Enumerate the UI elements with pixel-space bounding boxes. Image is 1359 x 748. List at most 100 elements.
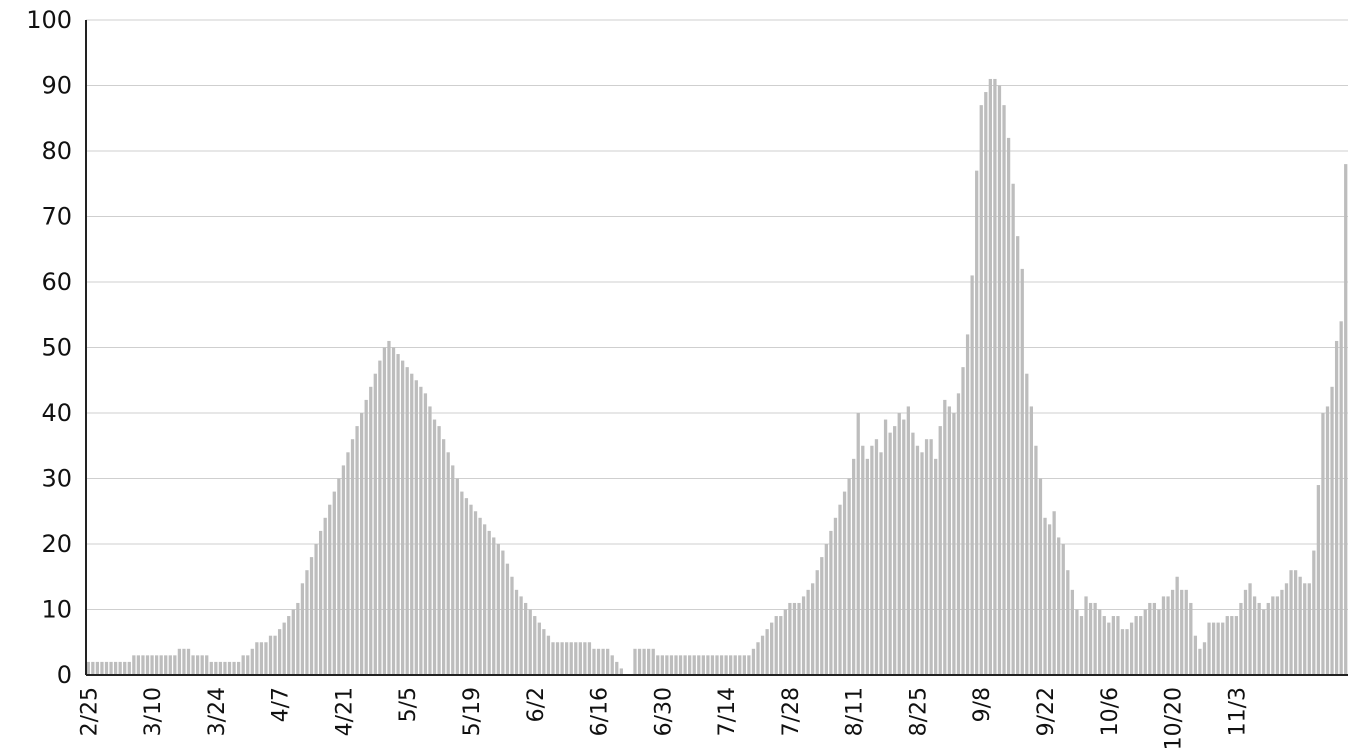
bar <box>719 655 724 675</box>
bar <box>364 399 368 675</box>
bar <box>565 642 569 675</box>
bar <box>460 491 464 675</box>
bar <box>378 360 382 675</box>
bar <box>328 504 332 675</box>
y-tick-label: 70 <box>41 203 72 231</box>
bar <box>496 544 500 675</box>
bar <box>1088 602 1093 675</box>
bar <box>487 530 491 675</box>
bar <box>246 655 250 675</box>
bar <box>560 642 564 675</box>
bar <box>729 655 733 675</box>
bar <box>442 439 446 675</box>
bar <box>724 655 728 675</box>
bar <box>296 602 300 675</box>
bar <box>241 655 245 675</box>
bar <box>510 576 514 675</box>
bar <box>1239 602 1243 675</box>
bar <box>423 393 428 675</box>
bar <box>893 426 897 675</box>
bar <box>678 655 683 675</box>
bar <box>692 655 696 675</box>
bar <box>1025 373 1029 675</box>
bar <box>360 413 364 675</box>
bar <box>956 393 961 675</box>
y-tick-label: 40 <box>41 399 72 427</box>
bar <box>277 629 282 675</box>
bar <box>1257 602 1261 675</box>
bar <box>1280 589 1284 675</box>
bar <box>164 655 168 675</box>
bar <box>337 478 341 675</box>
bar <box>428 406 432 675</box>
bar <box>268 635 273 675</box>
bar <box>1216 622 1220 675</box>
bar <box>123 661 127 675</box>
bar <box>524 602 528 675</box>
bar <box>150 655 154 675</box>
bar <box>309 557 314 675</box>
bar <box>669 655 674 675</box>
bar <box>847 478 851 675</box>
bar <box>419 386 423 675</box>
bar <box>943 399 947 675</box>
bar <box>483 524 487 675</box>
bar <box>988 78 992 675</box>
bar <box>451 465 455 675</box>
bar <box>1221 622 1225 675</box>
bar <box>792 602 797 675</box>
bar <box>915 445 920 675</box>
bar <box>710 655 715 675</box>
bar <box>396 354 400 675</box>
bar <box>255 642 259 675</box>
bar <box>127 661 131 675</box>
bar <box>911 432 915 675</box>
bar <box>86 661 90 675</box>
bar <box>651 648 655 675</box>
bar <box>797 602 801 675</box>
bar <box>993 78 997 675</box>
bar <box>1243 589 1248 675</box>
bar <box>1170 589 1175 675</box>
bar <box>920 452 924 675</box>
bar <box>537 622 541 675</box>
x-tick-label: 8/25 <box>907 687 932 736</box>
bar <box>574 642 578 675</box>
bar <box>633 648 637 675</box>
bar <box>546 635 551 675</box>
bar <box>318 530 323 675</box>
bar <box>173 655 177 675</box>
bar <box>1052 511 1056 675</box>
bar <box>1175 576 1179 675</box>
bar <box>1334 340 1339 675</box>
bar <box>1303 583 1307 675</box>
bar <box>1029 406 1033 675</box>
bar <box>533 616 537 675</box>
bar <box>979 105 983 675</box>
bar <box>218 661 223 675</box>
bar <box>1321 413 1325 675</box>
bar <box>606 648 610 675</box>
bar <box>346 452 350 675</box>
x-tick-label: 11/3 <box>1225 687 1250 736</box>
bar <box>1298 576 1302 675</box>
bar <box>455 478 459 675</box>
bar <box>382 347 387 675</box>
bar <box>505 563 510 675</box>
bar <box>883 419 888 675</box>
bar <box>501 550 505 675</box>
bar <box>369 386 373 675</box>
bar <box>578 642 582 675</box>
bar <box>1307 583 1311 675</box>
bar <box>1075 609 1079 675</box>
bar <box>1325 406 1330 675</box>
bar <box>619 668 623 675</box>
bar <box>209 661 213 675</box>
bar <box>1102 616 1106 675</box>
bar <box>373 373 377 675</box>
bar <box>401 360 405 675</box>
bar <box>469 504 473 675</box>
bar <box>587 642 592 675</box>
bar <box>177 648 182 675</box>
bar <box>811 583 815 675</box>
